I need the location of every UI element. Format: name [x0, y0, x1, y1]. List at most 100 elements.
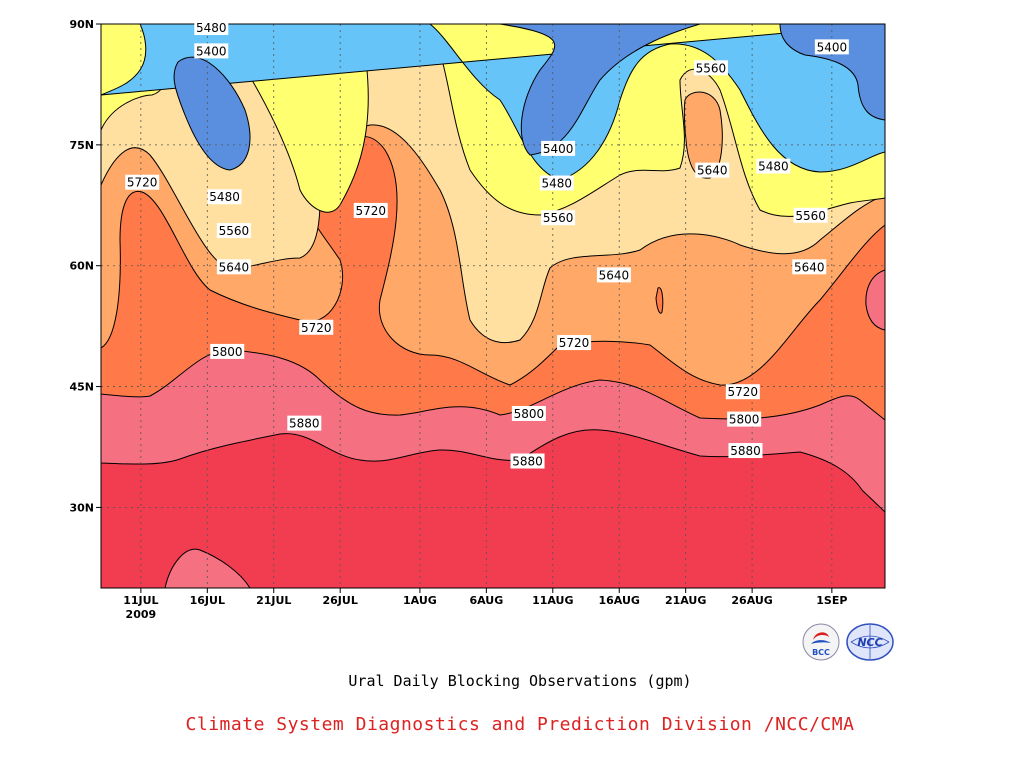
contour-label-background: [725, 384, 760, 400]
contour-label-text: 5560: [219, 224, 250, 238]
contour-label-text: 5640: [599, 268, 630, 282]
x-tick-label: 21JUL: [256, 594, 291, 607]
band-above-5880-south: [164, 548, 251, 588]
band-5720-5800-spot: [655, 287, 664, 314]
contour-label-5880: 5880: [728, 443, 763, 459]
contour-label-text: 5720: [301, 321, 332, 335]
contour-label-text: 5480: [542, 177, 573, 191]
ncc-logo: NCC: [846, 623, 894, 661]
contour-label-background: [207, 189, 242, 205]
contour-label-background: [210, 343, 245, 359]
contour-label-5800: 5800: [210, 343, 245, 359]
contour-label-background: [353, 202, 388, 218]
x-tick-label: 1SEP: [816, 594, 847, 607]
x-tick-label: 16AUG: [599, 594, 640, 607]
contour-label-background: [541, 140, 576, 156]
contour-label-text: 5480: [196, 21, 227, 35]
contour-label-text: 5800: [212, 345, 243, 359]
contour-label-background: [299, 319, 334, 335]
contour-label-5400: 5400: [194, 43, 229, 59]
contour-label-text: 5880: [289, 417, 320, 431]
chart-credit: Climate System Diagnostics and Predictio…: [185, 714, 855, 735]
contour-label-5640: 5640: [216, 259, 251, 275]
contour-label-background: [287, 415, 322, 431]
band-5640-5720-east-high: [683, 91, 723, 179]
contour-label-background: [596, 267, 631, 283]
contour-label-5800: 5800: [511, 405, 546, 421]
contour-label-text: 5720: [127, 176, 158, 190]
contour-label-5640: 5640: [792, 259, 827, 275]
contour-label-5560: 5560: [793, 207, 828, 223]
contour-label-5640: 5640: [695, 162, 730, 178]
contour-label-text: 5400: [543, 142, 574, 156]
contour-label-background: [539, 175, 574, 191]
contour-label-background: [194, 43, 229, 59]
contour-label-background: [510, 453, 545, 469]
band-below-5400-north: [499, 24, 701, 156]
contour-bands: [101, 24, 885, 588]
contour-label-5560: 5560: [693, 60, 728, 76]
contour-label-background: [216, 259, 251, 275]
x-tick-label: 11JUL: [123, 594, 158, 607]
contour-label-5720: 5720: [299, 319, 334, 335]
contour-label-5480: 5480: [756, 158, 791, 174]
y-tick-label: 60N: [69, 260, 94, 273]
band-below-5400-ural: [173, 56, 251, 171]
contour-label-text: 5800: [514, 407, 545, 421]
contour-label-5480: 5480: [207, 189, 242, 205]
contour-label-5480: 5480: [539, 175, 574, 191]
contour-label-text: 5640: [794, 260, 825, 274]
contour-label-text: 5480: [209, 190, 240, 204]
ncc-logo-text: NCC: [857, 636, 882, 649]
bcc-logo: BCC: [802, 623, 840, 661]
contour-label-background: [125, 174, 160, 190]
contour-label-background: [793, 207, 828, 223]
bcc-logo-text: BCC: [812, 648, 830, 657]
grid-lines: [101, 24, 885, 588]
contour-label-text: 5560: [543, 211, 574, 225]
contour-label-text: 5480: [758, 160, 789, 174]
contour-label-5720: 5720: [353, 202, 388, 218]
band-5800-5880-east-edge: [865, 269, 885, 331]
x-tick-label: 21AUG: [665, 594, 706, 607]
contour-labels: 5400 5480 5480 5560 5640 5720 5720 5720 5800 5880…: [125, 20, 849, 469]
contour-label-background: [728, 443, 763, 459]
contour-label-background: [511, 405, 546, 421]
plot-frame: [100, 23, 886, 589]
contour-label-5560: 5560: [541, 210, 576, 226]
contour-label-5880: 5880: [287, 415, 322, 431]
contour-label-5400: 5400: [814, 39, 849, 55]
contour-label-background: [727, 411, 762, 427]
contour-label-text: 5400: [196, 44, 227, 58]
x-tick-label: 11AUG: [532, 594, 573, 607]
y-tick-label: 30N: [69, 501, 94, 514]
contour-label-text: 5560: [696, 61, 727, 75]
contour-label-5880: 5880: [510, 453, 545, 469]
contour-label-background: [695, 162, 730, 178]
y-tick-label: 90N: [69, 18, 94, 31]
contour-label-background: [194, 20, 229, 36]
contour-label-background: [557, 335, 592, 351]
y-tick-label: 45N: [69, 381, 94, 394]
x-tick-label: 26AUG: [731, 594, 772, 607]
y-tick-label: 75N: [69, 139, 94, 152]
contour-label-5800: 5800: [727, 411, 762, 427]
contour-label-text: 5720: [355, 204, 386, 218]
x-year-label: 2009: [126, 608, 157, 621]
x-tick-label: 26JUL: [323, 594, 358, 607]
contour-label-5560: 5560: [216, 223, 251, 239]
contour-label-text: 5720: [559, 336, 590, 350]
contour-label-text: 5640: [219, 260, 250, 274]
contour-label-text: 5720: [728, 385, 759, 399]
x-tick-label: 16JUL: [190, 594, 225, 607]
band-5400-5480: [101, 24, 885, 181]
contour-label-text: 5560: [795, 209, 826, 223]
contour-label-text: 5880: [512, 455, 543, 469]
x-tick-label: 1AUG: [403, 594, 437, 607]
contour-label-5720: 5720: [725, 384, 760, 400]
contour-label-5480: 5480: [194, 20, 229, 36]
contour-label-background: [541, 210, 576, 226]
contour-label-text: 5400: [817, 40, 848, 54]
band-below-5400-east: [779, 24, 885, 121]
